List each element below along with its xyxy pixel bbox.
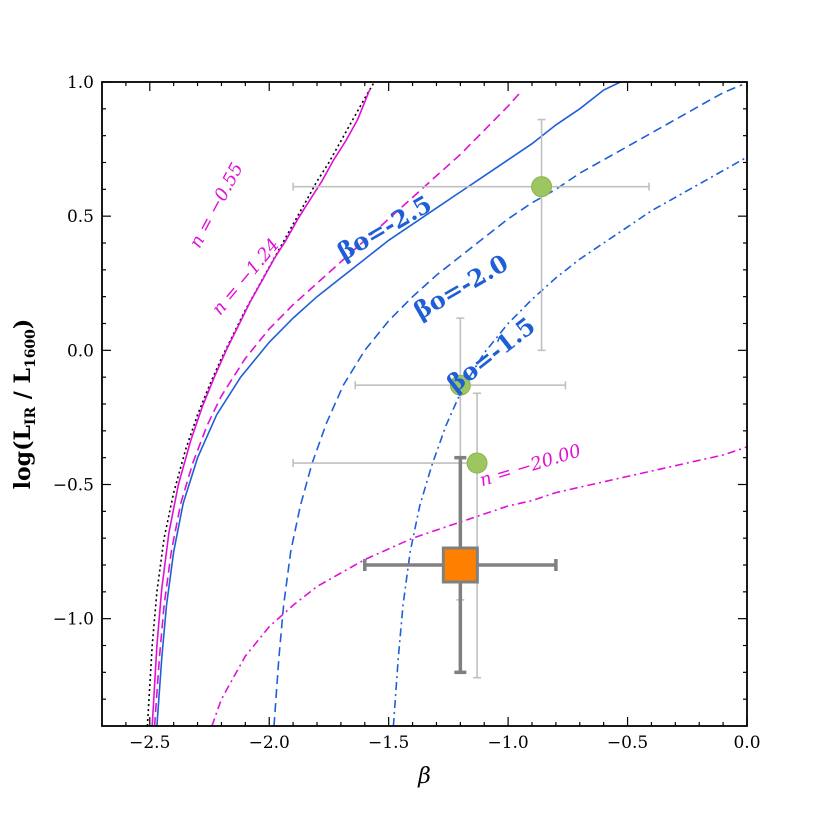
y-axis-label-main: log(L [10, 425, 36, 489]
series-line-2 [153, 92, 521, 726]
ticks-layer: −2.5 −2.0 −1.5 −1.0 −0.5 0.0 1.0 0.5 0.0 −0.5 −1.0 [53, 73, 761, 753]
y-tick-label: −1.0 [53, 610, 94, 630]
y-axis-label-end: ) [10, 319, 36, 329]
y-tick-label: −0.5 [53, 476, 94, 496]
error-bar-galaxy-3 [292, 392, 482, 679]
x-axis-label: β [417, 764, 431, 789]
x-tick-label: −0.5 [607, 733, 648, 753]
data-point-galaxy-1 [531, 176, 553, 198]
series-line-0 [146, 82, 375, 726]
series-line-3 [156, 82, 621, 726]
series-line-6 [211, 446, 747, 726]
series-line-1 [151, 89, 371, 726]
x-tick-label: 0.0 [733, 733, 760, 753]
plot-frame [101, 81, 748, 727]
curves-layer [146, 82, 747, 726]
curve-label-5: n = −20.00 [477, 440, 583, 491]
y-axis-label-sub2: 1600 [23, 329, 39, 368]
y-tick-label: 1.0 [67, 73, 94, 93]
series-line-4 [273, 83, 743, 726]
data-point-stack [441, 546, 479, 584]
x-tick-label: −1.5 [368, 733, 409, 753]
y-axis-label-sub1: IR [23, 407, 39, 426]
y-tick-label: 0.0 [67, 341, 94, 361]
y-tick-label: 0.5 [67, 207, 94, 227]
error-bars-layer [292, 118, 650, 679]
markers-layer [441, 176, 553, 584]
curve-label-1: n = −1.24 [208, 235, 284, 320]
curve-label-0: n = −0.55 [185, 159, 247, 251]
x-tick-label: −1.0 [487, 733, 528, 753]
error-bar-galaxy-1 [292, 118, 650, 352]
y-axis-label: log(LIR / L1600) [10, 319, 39, 490]
data-point-galaxy-3 [466, 452, 488, 474]
y-axis-label-mid: / L [10, 368, 36, 407]
curve-label-2: βo=-2.5 [332, 189, 436, 266]
x-tick-label: −2.5 [129, 733, 170, 753]
series-line-5 [392, 156, 747, 726]
data-point-galaxy-2 [449, 374, 471, 396]
x-tick-label: −2.0 [249, 733, 290, 753]
